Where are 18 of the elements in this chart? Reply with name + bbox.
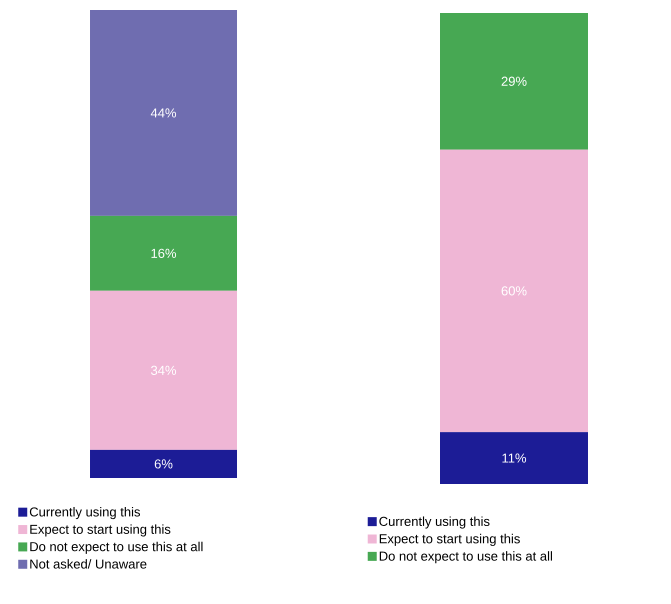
data-label: 29% xyxy=(502,76,527,86)
legend-label: Do not expect to use this at all xyxy=(30,542,202,554)
data-label: 11% xyxy=(502,454,526,463)
data-label: 6% xyxy=(154,459,172,469)
bar xyxy=(90,290,238,450)
data-label: 16% xyxy=(151,248,176,258)
data-label: 60% xyxy=(502,286,527,296)
bar xyxy=(90,450,238,478)
legend-label: Expect to start using this xyxy=(30,524,170,536)
legend-label: Do not expect to use this at all xyxy=(380,551,552,564)
data-label: 34% xyxy=(151,366,176,375)
legend-label: Not asked/ Unaware xyxy=(30,559,146,569)
legend-label: Expect to start using this xyxy=(380,534,520,546)
bar xyxy=(90,216,238,291)
bar xyxy=(90,10,238,216)
data-label: 44% xyxy=(150,108,176,118)
legend-label: Currently using this xyxy=(379,516,490,529)
legend-label: Currently using this xyxy=(30,506,140,520)
